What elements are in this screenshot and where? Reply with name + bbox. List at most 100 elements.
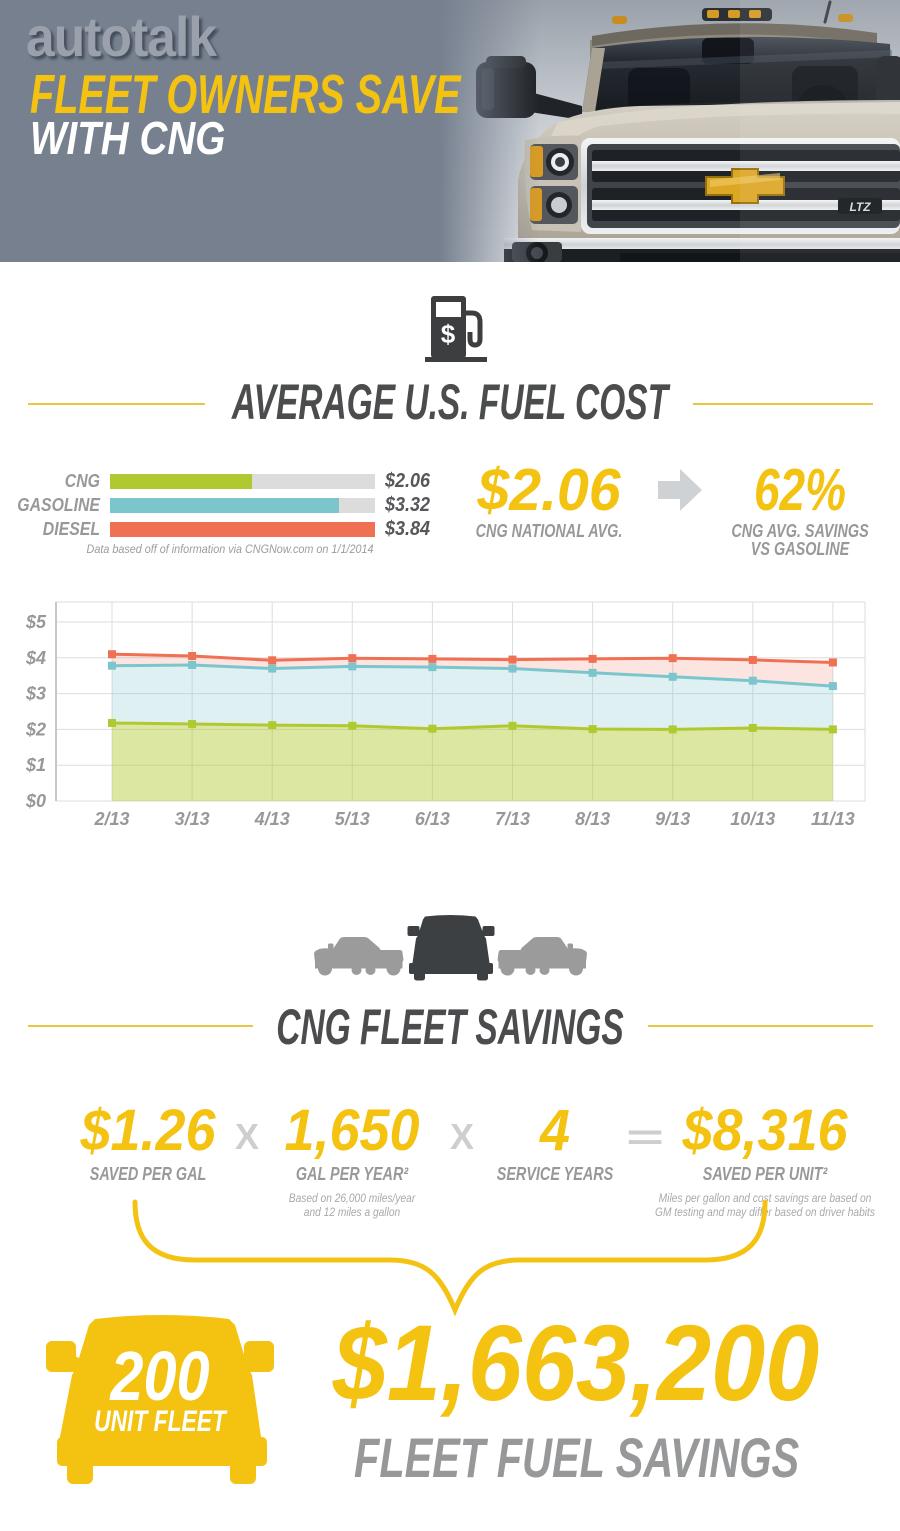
line-cng bbox=[111, 721, 833, 731]
savings-percent-label: CNG AVG. SAVINGS VS GASOLINE bbox=[712, 522, 888, 558]
truck-front-dark-icon bbox=[407, 915, 495, 981]
svg-text:3/13: 3/13 bbox=[175, 809, 210, 829]
marker-gasoline bbox=[108, 661, 116, 670]
bar-row-diesel: DIESEL $3.84 bbox=[0, 519, 900, 539]
marker-gasoline bbox=[348, 662, 357, 671]
svg-text:$0: $0 bbox=[25, 791, 46, 811]
bar-value: $3.32 bbox=[385, 494, 431, 516]
chart-xtick-labels: 2/13 3/13 4/13 5/13 6/13 7/13 8/13 9/13 10/13 11/… bbox=[93, 809, 854, 829]
marker-cng bbox=[348, 721, 357, 730]
marker-gasoline bbox=[508, 664, 517, 673]
bar-track bbox=[110, 474, 375, 489]
pickup-left-icon bbox=[314, 937, 404, 976]
equation-operator: X bbox=[234, 1116, 260, 1157]
grille: LTZ bbox=[581, 138, 900, 234]
area-gasoline bbox=[112, 665, 833, 730]
chart-grid bbox=[55, 601, 866, 802]
svg-text:9/13: 9/13 bbox=[655, 809, 690, 829]
marker-gasoline bbox=[268, 664, 277, 673]
marker-cng bbox=[668, 725, 677, 734]
cng-national-avg-value: $2.06 bbox=[477, 457, 621, 523]
chart-ytick-labels: $0 $1 $2 $3 $4 $5 bbox=[25, 612, 47, 811]
headline-line2: WITH CNG bbox=[30, 112, 226, 164]
term-label: SAVED PER GAL bbox=[89, 1164, 207, 1184]
fuel-cost-title: AVERAGE U.S. FUEL COST bbox=[231, 374, 669, 430]
marker-diesel bbox=[588, 654, 597, 663]
fuel-cost-bar-chart: CNG $2.06 GASOLINE $3.32 DIESEL $3.84 bbox=[0, 470, 900, 554]
savings-equation: $1.26 SAVED PER GAL 1,650 GAL PER YEAR² Base… bbox=[0, 1098, 900, 1243]
marker-cng bbox=[828, 725, 837, 734]
unit-count: 200 bbox=[110, 1337, 210, 1415]
bar-fill bbox=[110, 522, 375, 537]
equation-term: $8,316 SAVED PER UNIT² Miles per gallon an… bbox=[635, 1102, 895, 1220]
curly-brace bbox=[132, 1199, 768, 1316]
term-label: SAVED PER UNIT² bbox=[702, 1164, 828, 1184]
fleet-title-line-right bbox=[648, 1025, 873, 1027]
arrow-right-icon bbox=[658, 469, 702, 511]
bar-row-gasoline: GASOLINE $3.32 bbox=[0, 494, 900, 516]
marker-diesel bbox=[668, 654, 677, 663]
marker-diesel bbox=[828, 658, 837, 667]
marker-diesel bbox=[188, 652, 197, 661]
svg-text:8/13: 8/13 bbox=[575, 809, 610, 829]
header-banner: LTZ bbox=[0, 0, 900, 262]
svg-text:5/13: 5/13 bbox=[335, 809, 370, 829]
unit-count-label: UNIT FLEET bbox=[94, 1405, 226, 1438]
area-diesel bbox=[112, 654, 833, 687]
svg-text:$3: $3 bbox=[25, 684, 46, 704]
fleet-savings-title: CNG FLEET SAVINGS bbox=[276, 999, 624, 1055]
bar-chart-caption: Data based off of information via CNGNow… bbox=[86, 542, 374, 556]
svg-text:$2: $2 bbox=[25, 719, 46, 739]
title-line-left bbox=[28, 403, 205, 405]
line-gasoline bbox=[111, 663, 834, 688]
term-value: 4 bbox=[539, 1098, 570, 1163]
svg-text:$4: $4 bbox=[25, 648, 46, 668]
truck-photo: LTZ bbox=[440, 0, 900, 262]
equation-term: 4 SERVICE YEARS bbox=[425, 1098, 685, 1191]
line-diesel bbox=[111, 652, 833, 664]
bar-label: CNG bbox=[64, 471, 100, 491]
cng-national-avg-label: CNG NATIONAL AVG. bbox=[475, 521, 623, 541]
marker-cng bbox=[428, 724, 437, 733]
marker-diesel bbox=[428, 654, 437, 663]
marker-cng bbox=[508, 721, 517, 730]
term-value: $1.26 bbox=[80, 1098, 216, 1163]
marker-diesel bbox=[348, 654, 357, 663]
equation-term: 1,650 GAL PER YEAR² Based on 26,000 miles/… bbox=[222, 1102, 482, 1220]
savings-label-line2: VS GASOLINE bbox=[750, 539, 850, 559]
bar-label: DIESEL bbox=[42, 519, 100, 539]
marker-gasoline bbox=[588, 668, 597, 677]
marker-diesel bbox=[508, 655, 517, 664]
marker-cng bbox=[748, 723, 757, 732]
chevrolet-bowtie bbox=[705, 168, 785, 204]
marker-diesel bbox=[748, 655, 757, 664]
fleet-title-line-left bbox=[28, 1025, 253, 1027]
bar-value: $2.06 bbox=[385, 470, 431, 492]
fuel-pump-icon: $ bbox=[425, 296, 487, 362]
equation-operator: = bbox=[626, 1116, 664, 1157]
bar-fill bbox=[110, 474, 253, 489]
bar-row-cng: CNG $2.06 bbox=[0, 470, 900, 492]
fleet-fuel-savings-label: FLEET FUEL SAVINGS bbox=[354, 1426, 800, 1489]
area-cng bbox=[112, 723, 833, 801]
pickup-right-icon bbox=[497, 937, 587, 976]
autotalk-logo: autotalk bbox=[26, 5, 217, 68]
svg-text:6/13: 6/13 bbox=[415, 809, 450, 829]
term-footnote-line: Based on 26,000 miles/year bbox=[288, 1191, 416, 1205]
svg-text:10/13: 10/13 bbox=[730, 809, 775, 829]
bar-track bbox=[110, 498, 375, 513]
term-footnote-line: and 12 miles a gallon bbox=[303, 1205, 401, 1219]
marker-gasoline bbox=[828, 682, 837, 691]
marker-cng bbox=[268, 721, 277, 730]
marker-cng bbox=[108, 718, 116, 727]
title-line-right bbox=[693, 403, 873, 405]
bar-fill bbox=[110, 498, 340, 513]
term-label: GAL PER YEAR² bbox=[295, 1164, 409, 1184]
marker-gasoline bbox=[428, 663, 437, 672]
headline-line1: FLEET OWNERS SAVE bbox=[30, 63, 461, 125]
svg-text:7/13: 7/13 bbox=[495, 809, 530, 829]
ltz-badge: LTZ bbox=[838, 198, 882, 214]
term-label: SERVICE YEARS bbox=[496, 1164, 614, 1184]
marker-diesel bbox=[108, 650, 116, 659]
